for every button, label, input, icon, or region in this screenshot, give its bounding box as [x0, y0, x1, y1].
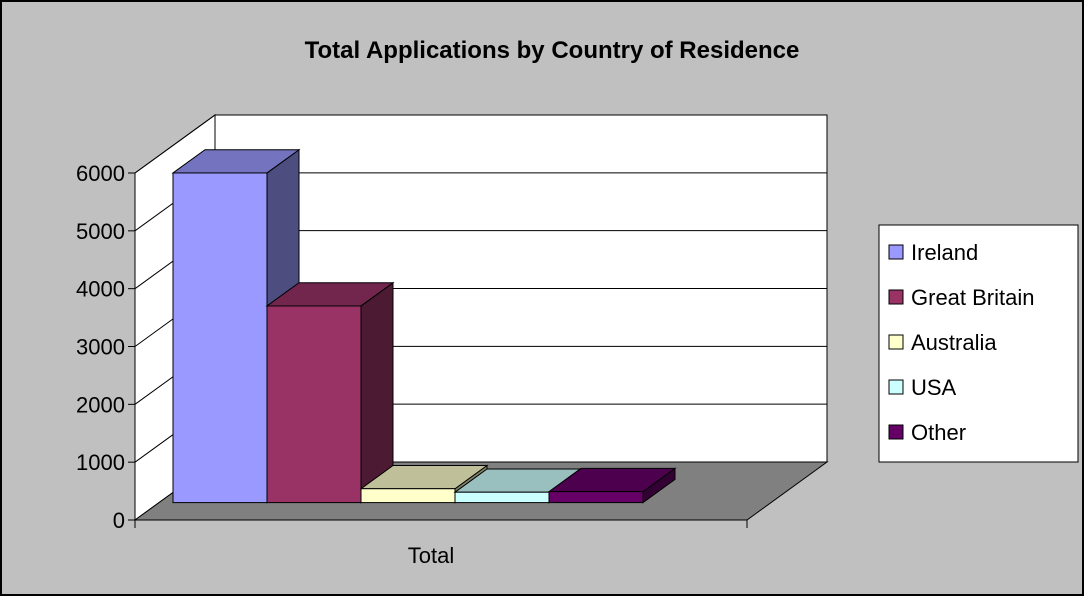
axes	[128, 172, 748, 528]
y-tick-label: 2000	[76, 392, 125, 417]
gridline	[134, 114, 827, 174]
legend-swatch	[888, 334, 904, 350]
legend-box	[878, 224, 1079, 463]
legend-swatch	[888, 424, 904, 440]
bar-front	[266, 305, 362, 504]
bar-front	[548, 491, 644, 504]
legend-swatch	[888, 244, 904, 260]
bars	[171, 148, 677, 504]
y-tick-label: 5000	[76, 219, 125, 244]
y-tick-label: 1000	[76, 450, 125, 475]
bar-great-britain	[265, 281, 395, 504]
bar-front	[172, 172, 268, 504]
axis-labels: 0 1000 2000 3000 4000 5000 6000 Total	[76, 161, 454, 568]
chart-title: Total Applications by Country of Residen…	[305, 37, 800, 64]
legend-label: Ireland	[911, 240, 978, 265]
legend-label: Australia	[911, 330, 997, 355]
legend-label: USA	[911, 375, 957, 400]
bar-front	[360, 488, 456, 504]
legend-label: Great Britain	[911, 285, 1035, 310]
legend-swatch	[888, 289, 904, 305]
bar-other	[547, 467, 677, 504]
y-tick-label: 3000	[76, 335, 125, 360]
bar-front	[454, 491, 550, 504]
legend-label: Other	[911, 420, 966, 445]
legend: Ireland Great Britain Australia USA Other	[878, 224, 1079, 463]
y-tick-label: 4000	[76, 277, 125, 302]
legend-swatch	[888, 379, 904, 395]
y-tick-label: 6000	[76, 161, 125, 186]
y-tick-label: 0	[113, 508, 125, 533]
x-category-label: Total	[408, 543, 454, 568]
